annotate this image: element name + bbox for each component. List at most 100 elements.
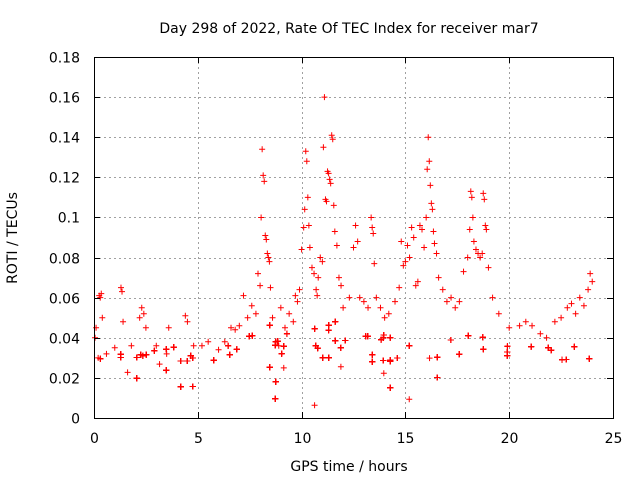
data-point [290, 318, 297, 325]
data-point [249, 332, 256, 339]
data-point [338, 282, 345, 289]
data-point [189, 383, 196, 390]
y-tick-label: 0.08 [49, 252, 80, 268]
data-point [255, 270, 262, 277]
data-point [263, 236, 270, 243]
data-point [328, 132, 335, 139]
data-point [426, 158, 433, 165]
data-point [117, 284, 124, 291]
data-point [266, 322, 273, 329]
data-point [356, 294, 363, 301]
data-point [184, 318, 191, 325]
data-point [266, 364, 273, 371]
data-point [425, 134, 432, 141]
data-point [215, 346, 222, 353]
data-point [380, 357, 387, 364]
data-point [272, 342, 279, 349]
data-point [267, 284, 274, 291]
data-point [303, 158, 310, 165]
data-point [313, 286, 320, 293]
y-tick-label: 0.18 [49, 51, 80, 67]
data-point [264, 250, 271, 257]
data-point [412, 282, 419, 289]
data-point [426, 355, 433, 362]
data-point [275, 342, 282, 349]
data-point [580, 302, 587, 309]
data-point [337, 363, 344, 370]
data-point [314, 292, 321, 299]
data-point [311, 325, 318, 332]
data-point [335, 274, 342, 281]
data-point [233, 346, 240, 353]
data-point [198, 342, 205, 349]
data-point [377, 304, 384, 311]
data-point [373, 294, 380, 301]
data-point [92, 334, 99, 341]
data-point [448, 294, 455, 301]
data-point [402, 258, 409, 265]
data-point [333, 242, 340, 249]
data-point [274, 338, 281, 345]
data-point [406, 254, 413, 261]
y-tick-label: 0.06 [49, 292, 80, 308]
data-point [280, 343, 287, 350]
data-point [385, 310, 392, 317]
data-point [589, 278, 596, 285]
data-point [342, 337, 349, 344]
data-point [482, 222, 489, 229]
y-tick-label: 0.02 [49, 372, 80, 388]
data-point [352, 222, 359, 229]
data-point [489, 294, 496, 301]
data-point [371, 260, 378, 267]
data-point [414, 278, 421, 285]
data-point [443, 298, 450, 305]
data-point [479, 334, 486, 341]
data-point [142, 324, 149, 331]
data-point [261, 178, 268, 185]
data-point [568, 300, 575, 307]
data-point [111, 344, 118, 351]
data-point [301, 206, 308, 213]
data-point [537, 330, 544, 337]
data-point [447, 336, 454, 343]
data-point [325, 327, 332, 334]
data-point [97, 294, 104, 301]
data-point [551, 318, 558, 325]
data-point [369, 358, 376, 365]
data-point [428, 200, 435, 207]
data-point [469, 214, 476, 221]
data-point [467, 188, 474, 195]
data-point [128, 342, 135, 349]
data-point [368, 214, 375, 221]
data-point [165, 324, 172, 331]
data-point [387, 334, 394, 341]
data-point [340, 304, 347, 311]
data-point [133, 354, 140, 361]
data-point [321, 94, 328, 101]
data-point [364, 333, 371, 340]
y-tick-label: 0.16 [49, 91, 80, 107]
data-point [311, 402, 318, 409]
data-point [232, 326, 239, 333]
data-point [571, 343, 578, 350]
data-point [350, 244, 357, 251]
data-point [265, 254, 272, 261]
data-point [421, 244, 428, 251]
data-point [136, 314, 143, 321]
data-point [320, 144, 327, 151]
data-point [410, 234, 417, 241]
data-point [325, 322, 332, 329]
data-point [277, 304, 284, 311]
data-point [564, 304, 571, 311]
data-point [456, 298, 463, 305]
data-point [506, 324, 513, 331]
x-tick-label: 25 [605, 431, 623, 447]
data-point [163, 367, 170, 374]
data-point [257, 282, 264, 289]
data-point [314, 345, 321, 352]
data-point [170, 344, 177, 351]
data-point [163, 350, 170, 357]
data-point [266, 258, 273, 265]
data-point [244, 314, 251, 321]
data-point [103, 350, 110, 357]
